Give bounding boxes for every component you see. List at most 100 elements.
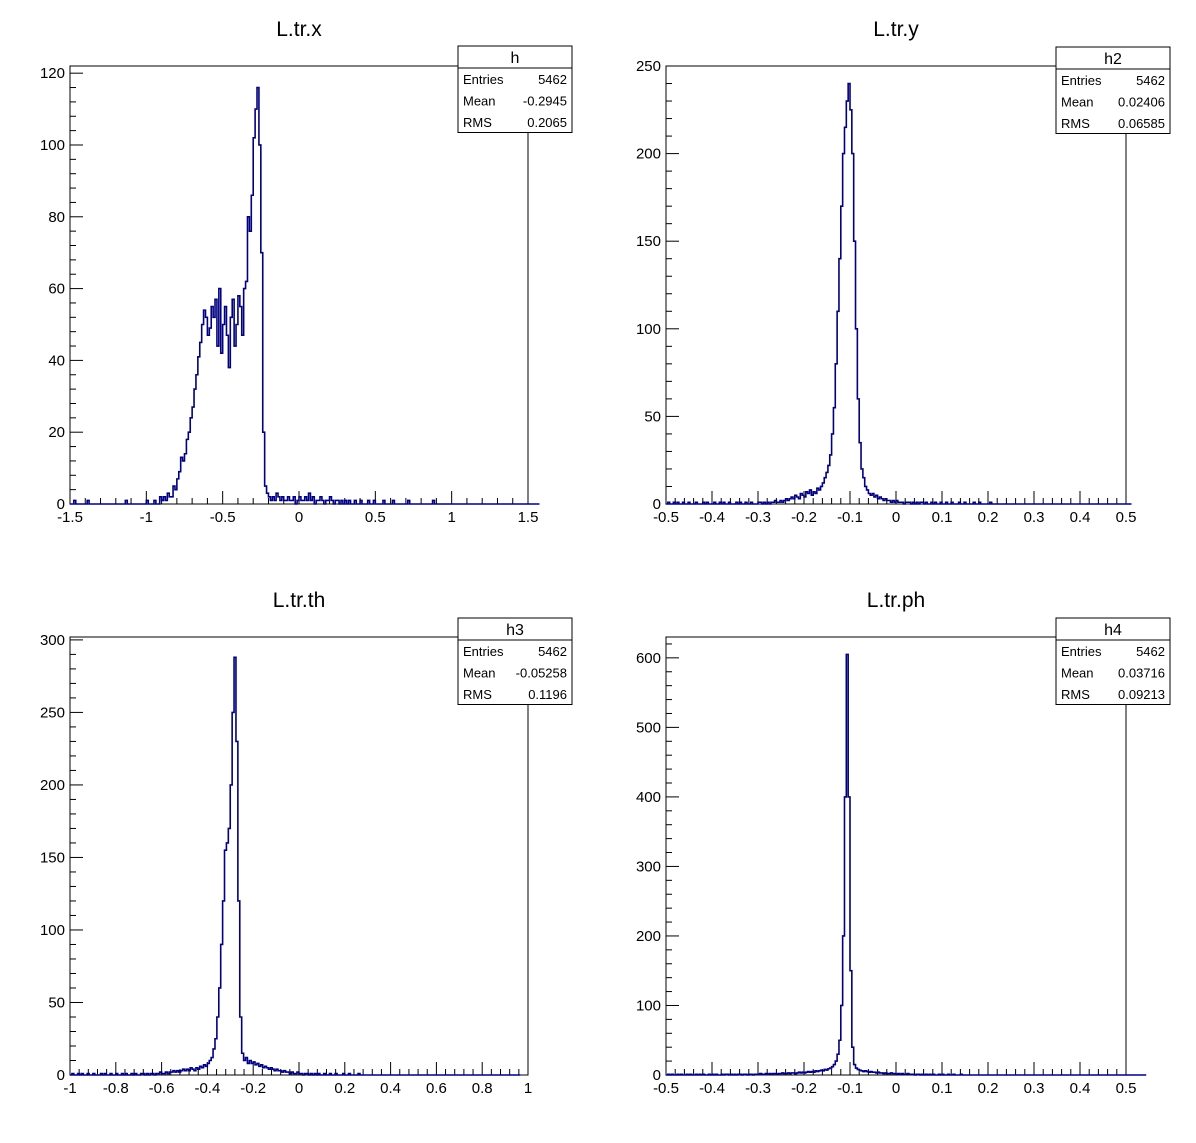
histogram-series bbox=[666, 653, 1147, 1076]
stats-value: 0.2065 bbox=[527, 115, 567, 130]
y-tick-label: 20 bbox=[48, 424, 65, 441]
stats-value: 5462 bbox=[1136, 644, 1165, 659]
histogram-panel-1: L.tr.x -1.5 -1 -0.5 0 0.5 1 1.5 0 20 40 60 80 100 120 h… bbox=[40, 18, 573, 526]
stats-value: 0.03716 bbox=[1118, 666, 1165, 681]
stats-box-name: h4 bbox=[1104, 622, 1122, 639]
stats-box-frame bbox=[1055, 617, 1171, 705]
stats-label: RMS bbox=[463, 687, 492, 702]
stats-value: 5462 bbox=[538, 644, 567, 659]
x-tick-label: 0.2 bbox=[978, 1080, 999, 1097]
x-tick-label: 0 bbox=[892, 1080, 900, 1097]
stats-label: Entries bbox=[463, 644, 504, 659]
x-tick-label: -0.5 bbox=[653, 1080, 679, 1097]
histogram-panel-2: L.tr.y -0.5 -0.4 -0.3 -0.2 -0.1 0 0.1 0.2 0.3 0.4 0… bbox=[636, 18, 1171, 526]
x-tick-label: 0.1 bbox=[932, 509, 953, 526]
y-tick-label: 100 bbox=[40, 922, 65, 939]
x-tick-label: -1.5 bbox=[57, 509, 83, 526]
histogram-panel-3: L.tr.th-1 -0.8 -0.6 -0.4 -0.2 0 0.2 0.4 0.6 0.8 10… bbox=[40, 589, 573, 1097]
x-tick-label: -0.1 bbox=[837, 509, 863, 526]
y-tick-label: 300 bbox=[40, 632, 65, 649]
stats-label: RMS bbox=[463, 115, 492, 130]
y-tick-label: 500 bbox=[636, 719, 661, 736]
stats-label: Entries bbox=[463, 72, 504, 87]
x-tick-label: 0.6 bbox=[426, 1080, 447, 1097]
stats-label: Mean bbox=[463, 666, 496, 681]
y-tick-label: 50 bbox=[644, 408, 661, 425]
y-tick-label: 400 bbox=[636, 789, 661, 806]
chart-title: L.tr.th bbox=[273, 589, 326, 612]
histogram-series bbox=[666, 82, 1132, 505]
x-tick-label: -0.5 bbox=[653, 509, 679, 526]
x-tick-label: -1 bbox=[140, 509, 153, 526]
chart-title: L.tr.x bbox=[276, 18, 322, 41]
x-tick-label: 0.8 bbox=[472, 1080, 493, 1097]
y-tick-label: 250 bbox=[40, 704, 65, 721]
stats-value: 0.1196 bbox=[528, 687, 567, 702]
stats-value: 5462 bbox=[1136, 73, 1165, 88]
y-tick-label: 80 bbox=[48, 209, 65, 226]
x-tick-label: 1 bbox=[524, 1080, 532, 1097]
stats-label: Mean bbox=[1061, 95, 1094, 110]
x-tick-label: -0.4 bbox=[699, 1080, 725, 1097]
y-tick-label: 600 bbox=[636, 650, 661, 667]
stats-value: 0.06585 bbox=[1118, 116, 1165, 131]
x-tick-label: -0.6 bbox=[149, 1080, 175, 1097]
y-tick-label: 150 bbox=[40, 849, 65, 866]
stats-label: Entries bbox=[1061, 644, 1102, 659]
y-tick-label: 300 bbox=[636, 858, 661, 875]
stats-label: Entries bbox=[1061, 73, 1102, 88]
x-tick-label: -0.2 bbox=[240, 1080, 266, 1097]
stats-box-name: h bbox=[511, 50, 520, 67]
x-tick-label: 0.5 bbox=[365, 509, 386, 526]
x-tick-label: 1 bbox=[447, 509, 455, 526]
y-tick-label: 60 bbox=[48, 281, 65, 298]
x-tick-label: -0.3 bbox=[745, 1080, 771, 1097]
x-tick-label: -0.2 bbox=[791, 1080, 817, 1097]
stats-box-frame bbox=[457, 617, 573, 705]
y-tick-label: 100 bbox=[40, 137, 65, 154]
y-tick-label: 100 bbox=[636, 321, 661, 338]
y-tick-label: 150 bbox=[636, 233, 661, 250]
x-tick-label: -0.8 bbox=[103, 1080, 129, 1097]
x-tick-label: 0.4 bbox=[380, 1080, 401, 1097]
x-tick-label: 0 bbox=[295, 1080, 303, 1097]
y-tick-label: 0 bbox=[57, 1067, 65, 1084]
chart-title: L.tr.y bbox=[873, 18, 919, 41]
x-tick-label: 0.2 bbox=[978, 509, 999, 526]
x-tick-label: 0.4 bbox=[1070, 509, 1091, 526]
x-tick-label: -0.2 bbox=[791, 509, 817, 526]
histogram-panel-4: L.tr.ph -0.5 -0.4 -0.3 -0.2 -0.1 0 0.1 0.2 0.3 0.4… bbox=[636, 589, 1171, 1097]
stats-value: 0.02406 bbox=[1118, 95, 1165, 110]
stats-box-frame bbox=[1055, 46, 1171, 134]
y-tick-label: 0 bbox=[57, 496, 65, 513]
x-tick-label: -0.4 bbox=[699, 509, 725, 526]
y-tick-label: 200 bbox=[636, 928, 661, 945]
x-tick-label: 0.5 bbox=[1116, 1080, 1137, 1097]
x-tick-label: 0.3 bbox=[1024, 1080, 1045, 1097]
x-tick-label: -0.1 bbox=[837, 1080, 863, 1097]
x-tick-label: 0 bbox=[892, 509, 900, 526]
histogram-series bbox=[70, 86, 540, 505]
x-tick-label: -1 bbox=[63, 1080, 76, 1097]
x-tick-label: 0.4 bbox=[1070, 1080, 1091, 1097]
y-tick-label: 250 bbox=[636, 58, 661, 75]
y-tick-label: 50 bbox=[48, 994, 65, 1011]
x-tick-label: 0 bbox=[295, 509, 303, 526]
stats-label: Mean bbox=[463, 94, 496, 109]
x-tick-label: 1.5 bbox=[518, 509, 539, 526]
x-tick-label: -0.4 bbox=[194, 1080, 220, 1097]
stats-value: -0.05258 bbox=[516, 666, 567, 681]
x-tick-label: 0.5 bbox=[1116, 509, 1137, 526]
stats-label: Mean bbox=[1061, 666, 1094, 681]
y-tick-label: 0 bbox=[653, 1067, 661, 1084]
stats-box-name: h3 bbox=[506, 622, 524, 639]
stats-box-name: h2 bbox=[1104, 51, 1122, 68]
y-tick-label: 200 bbox=[40, 777, 65, 794]
x-tick-label: 0.2 bbox=[334, 1080, 355, 1097]
stats-value: 0.09213 bbox=[1118, 687, 1165, 702]
y-tick-label: 40 bbox=[48, 352, 65, 369]
y-tick-label: 0 bbox=[653, 496, 661, 513]
y-tick-label: 200 bbox=[636, 146, 661, 163]
